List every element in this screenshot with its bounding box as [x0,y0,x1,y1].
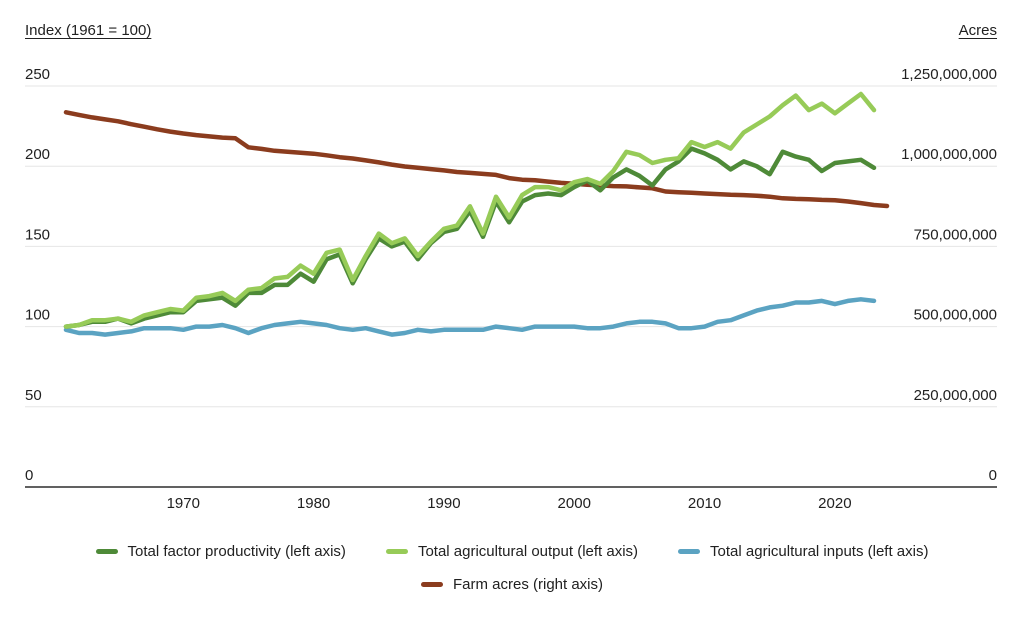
left-tick-label: 0 [25,467,33,484]
left-tick-label: 150 [25,226,50,243]
legend: Total factor productivity (left axis) To… [0,543,1024,593]
series-line-total-agricultural-inputs [63,297,877,337]
legend-label-tfp: Total factor productivity (left axis) [127,543,346,560]
right-tick-label: 0 [989,467,997,484]
right-tick-label: 1,000,000,000 [901,146,997,163]
x-tick-label: 2010 [688,495,721,512]
legend-row-2: Farm acres (right axis) [420,576,604,593]
x-tick-label: 1980 [297,495,330,512]
legend-label-acres: Farm acres (right axis) [452,576,604,593]
left-axis-title: Index (1961 = 100) [25,22,152,39]
legend-item-output: Total agricultural output (left axis) [385,543,639,560]
x-tick-label: 2000 [558,495,591,512]
legend-swatch-output-icon [385,549,408,554]
legend-item-tfp: Total factor productivity (left axis) [95,543,346,560]
legend-item-acres: Farm acres (right axis) [420,576,604,593]
left-tick-label: 50 [25,387,42,404]
left-tick-label: 200 [25,146,50,163]
left-tick-label: 250 [25,66,50,83]
legend-row-1: Total factor productivity (left axis) To… [95,543,928,560]
x-tick-label: 2020 [818,495,851,512]
right-axis-title: Acres [958,22,997,39]
legend-item-inputs: Total agricultural inputs (left axis) [678,543,928,560]
legend-label-inputs: Total agricultural inputs (left axis) [710,543,929,560]
right-tick-label: 750,000,000 [914,226,997,243]
series-line-total-agricultural-output [63,91,877,329]
left-tick-label: 100 [25,307,50,324]
plot-svg: 0 0 50 250,000,000 100 500,000,000 150 750,000,… [25,66,997,512]
right-tick-label: 1,250,000,000 [901,66,997,83]
series-line-farm-acres [63,110,890,209]
x-tick-label: 1970 [167,495,200,512]
legend-swatch-inputs-icon [678,549,701,554]
right-tick-label: 500,000,000 [914,307,997,324]
legend-swatch-tfp-icon [95,549,118,554]
right-tick-label: 250,000,000 [914,387,997,404]
x-tick-label: 1990 [427,495,460,512]
legend-label-output: Total agricultural output (left axis) [417,543,639,560]
series-line-total-factor-productivity [63,146,877,329]
legend-swatch-acres-icon [420,582,443,587]
